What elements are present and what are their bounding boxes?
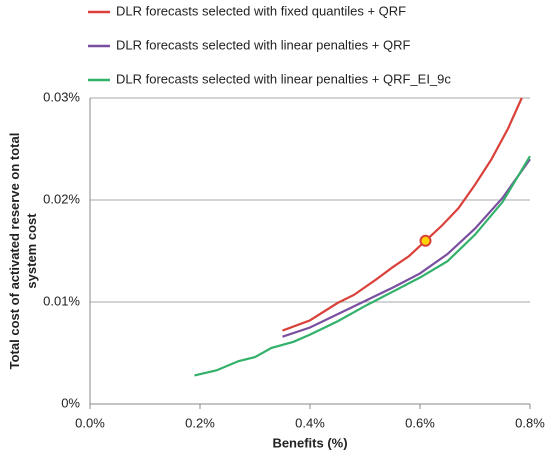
series-line <box>282 97 523 332</box>
x-tick-label: 0.0% <box>75 415 105 430</box>
y-tick-label: 0.02% <box>43 191 80 206</box>
legend-label: DLR forecasts selected with linear penal… <box>116 71 451 86</box>
x-tick-label: 0.8% <box>515 415 545 430</box>
y-tick-label: 0% <box>61 395 80 410</box>
legend-label: DLR forecasts selected with linear penal… <box>116 37 410 52</box>
series-line <box>282 158 531 338</box>
legend-label: DLR forecasts selected with fixed quanti… <box>116 3 406 18</box>
x-tick-label: 0.4% <box>295 415 325 430</box>
highlight-point <box>419 234 432 247</box>
x-tick-label: 0.6% <box>405 415 435 430</box>
y-tick-label: 0.01% <box>43 293 80 308</box>
y-axis-label: Total cost of activated reserve on total… <box>7 133 39 370</box>
x-tick-label: 0.2% <box>185 415 215 430</box>
y-tick-label: 0.03% <box>43 89 80 104</box>
x-axis-label: Benefits (%) <box>272 435 347 450</box>
series-line <box>194 155 531 377</box>
